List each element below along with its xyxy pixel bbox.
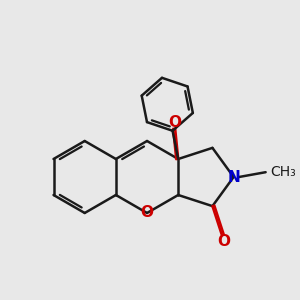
Text: O: O bbox=[140, 206, 154, 220]
Text: O: O bbox=[168, 115, 181, 130]
Text: O: O bbox=[218, 234, 230, 249]
Text: CH₃: CH₃ bbox=[270, 165, 296, 179]
Text: N: N bbox=[227, 170, 240, 185]
